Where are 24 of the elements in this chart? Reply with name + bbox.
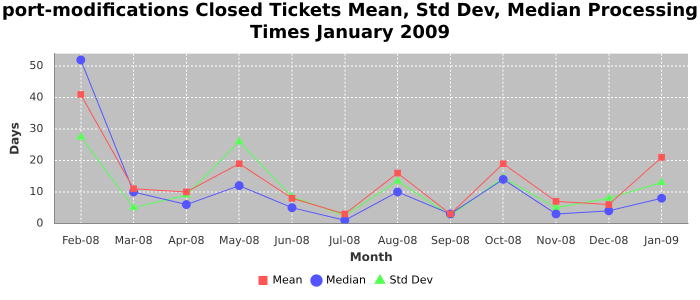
x-tick-label: Oct-08 — [484, 234, 522, 247]
legend-label: Std Dev — [389, 273, 434, 286]
y-tick-label: 40 — [29, 90, 44, 104]
x-tick-label: Dec-08 — [589, 234, 628, 247]
x-tick-label: Jul-08 — [328, 234, 360, 247]
x-tick-label: Apr-08 — [168, 234, 205, 247]
x-tick-label: Aug-08 — [378, 234, 418, 247]
y-axis-title: Days — [7, 122, 22, 155]
x-tick-label: Mar-08 — [114, 234, 153, 247]
y-tick-label: 20 — [29, 153, 44, 166]
x-tick-label: May-08 — [218, 234, 260, 247]
legend-label: Mean — [272, 273, 302, 286]
x-tick-label: Nov-08 — [536, 234, 576, 247]
x-axis-title: Month — [350, 250, 393, 264]
y-tick-label: 50 — [29, 59, 44, 72]
legend-label: Median — [326, 273, 366, 286]
x-tick-label: Jan-09 — [643, 234, 680, 247]
y-tick-label: 30 — [29, 122, 44, 135]
x-tick-label: Sep-08 — [431, 234, 470, 247]
chart-title: port-modifications Closed Tickets Mean, Std Dev, Median Processing Times January 2009 — [0, 0, 700, 44]
y-tick-label: 10 — [29, 184, 44, 198]
x-tick-label: Feb-08 — [62, 234, 100, 247]
y-tick-label: 0 — [36, 216, 44, 230]
x-tick-label: Jun-08 — [273, 234, 310, 247]
